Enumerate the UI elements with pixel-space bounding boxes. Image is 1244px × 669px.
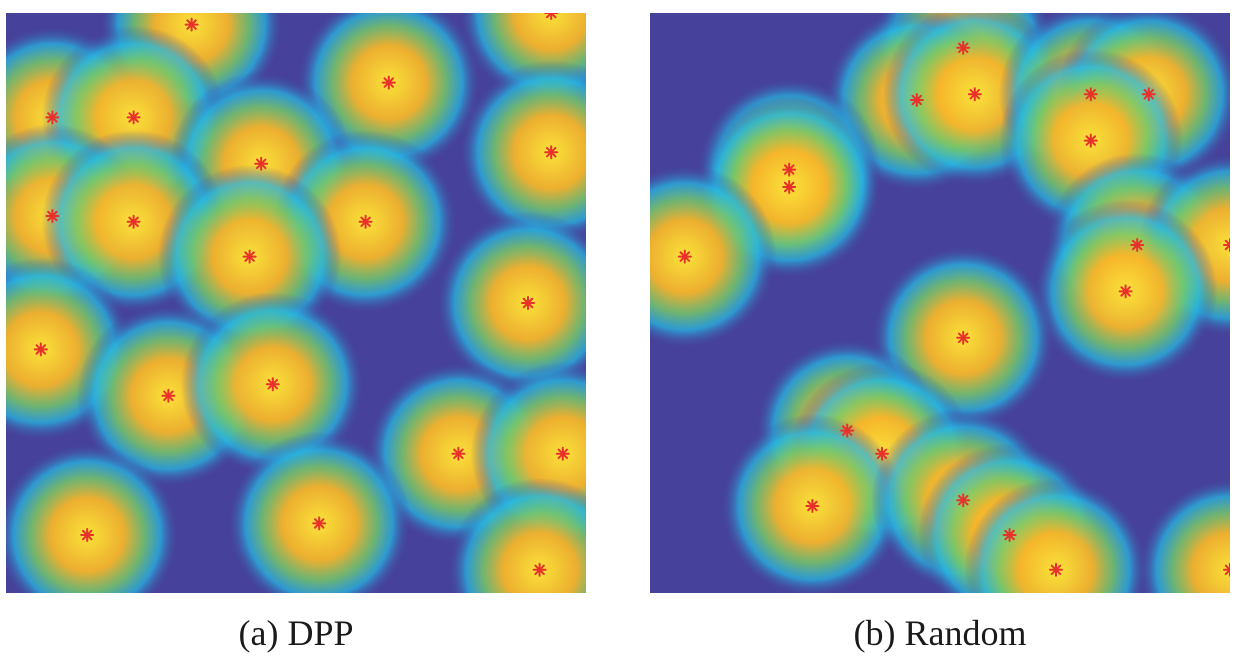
random-sample-point: [782, 180, 797, 194]
dpp-density-blob: [436, 211, 586, 395]
dpp-sample-point: [544, 145, 559, 160]
dpp-sample-point: [33, 342, 48, 357]
random-sample-point: [1002, 528, 1017, 542]
random-density-blob: [650, 164, 777, 349]
dpp-point-layer: [33, 13, 570, 577]
dpp-sample-point: [381, 75, 396, 90]
random-sample-point: [967, 87, 982, 102]
dpp-caption: (a) DPP: [238, 613, 354, 653]
random-sample-point: [1223, 238, 1230, 252]
dpp-sample-point: [80, 528, 95, 542]
random-sample-point: [1223, 562, 1230, 577]
random-caption: (b) Random: [853, 613, 1027, 653]
random-sample-point: [1118, 284, 1133, 299]
random-heat-layer: [650, 13, 1230, 593]
random-sample-point: [875, 446, 889, 461]
random-sample-point: [1083, 133, 1098, 148]
random-density-blob: [964, 477, 1148, 593]
dpp-density-blob: [227, 431, 412, 593]
dpp-sample-point: [312, 516, 327, 531]
dpp-sample-point: [161, 388, 176, 403]
dpp-sample-point: [242, 249, 257, 264]
dpp-sample-point: [555, 446, 570, 461]
random-density-blob: [1138, 477, 1230, 593]
random-heatmap-panel: [650, 13, 1230, 593]
random-sample-point: [956, 493, 971, 508]
random-sample-point: [1130, 238, 1145, 252]
random-sample-point: [956, 40, 971, 55]
dpp-sample-point: [544, 13, 559, 20]
dpp-sample-point: [521, 296, 535, 310]
random-sample-point: [840, 423, 855, 438]
dpp-sample-point: [451, 446, 466, 461]
random-sample-point: [782, 162, 797, 177]
random-heatmap-canvas: [650, 13, 1230, 593]
random-point-layer: [677, 40, 1230, 577]
random-sample-point: [677, 249, 692, 264]
dpp-heatmap-panel: [6, 13, 586, 593]
random-sample-point: [805, 499, 820, 513]
dpp-sample-point: [45, 110, 60, 125]
dpp-density-blob: [447, 477, 586, 593]
dpp-sample-point: [358, 214, 373, 229]
dpp-sample-point: [126, 214, 141, 229]
dpp-heat-layer: [6, 13, 586, 593]
dpp-sample-point: [254, 156, 269, 171]
dpp-sample-point: [184, 17, 199, 32]
dpp-sample-point: [126, 110, 141, 125]
dpp-sample-point: [45, 209, 60, 223]
random-sample-point: [909, 93, 924, 107]
random-sample-point: [956, 330, 971, 345]
dpp-sample-point: [265, 377, 280, 392]
random-sample-point: [1049, 562, 1063, 577]
random-sample-point: [1083, 87, 1098, 102]
dpp-density-blob: [459, 60, 586, 245]
dpp-density-blob: [6, 443, 180, 593]
dpp-sample-point: [532, 562, 547, 577]
dpp-heatmap-canvas: [6, 13, 586, 593]
random-sample-point: [1141, 87, 1156, 102]
